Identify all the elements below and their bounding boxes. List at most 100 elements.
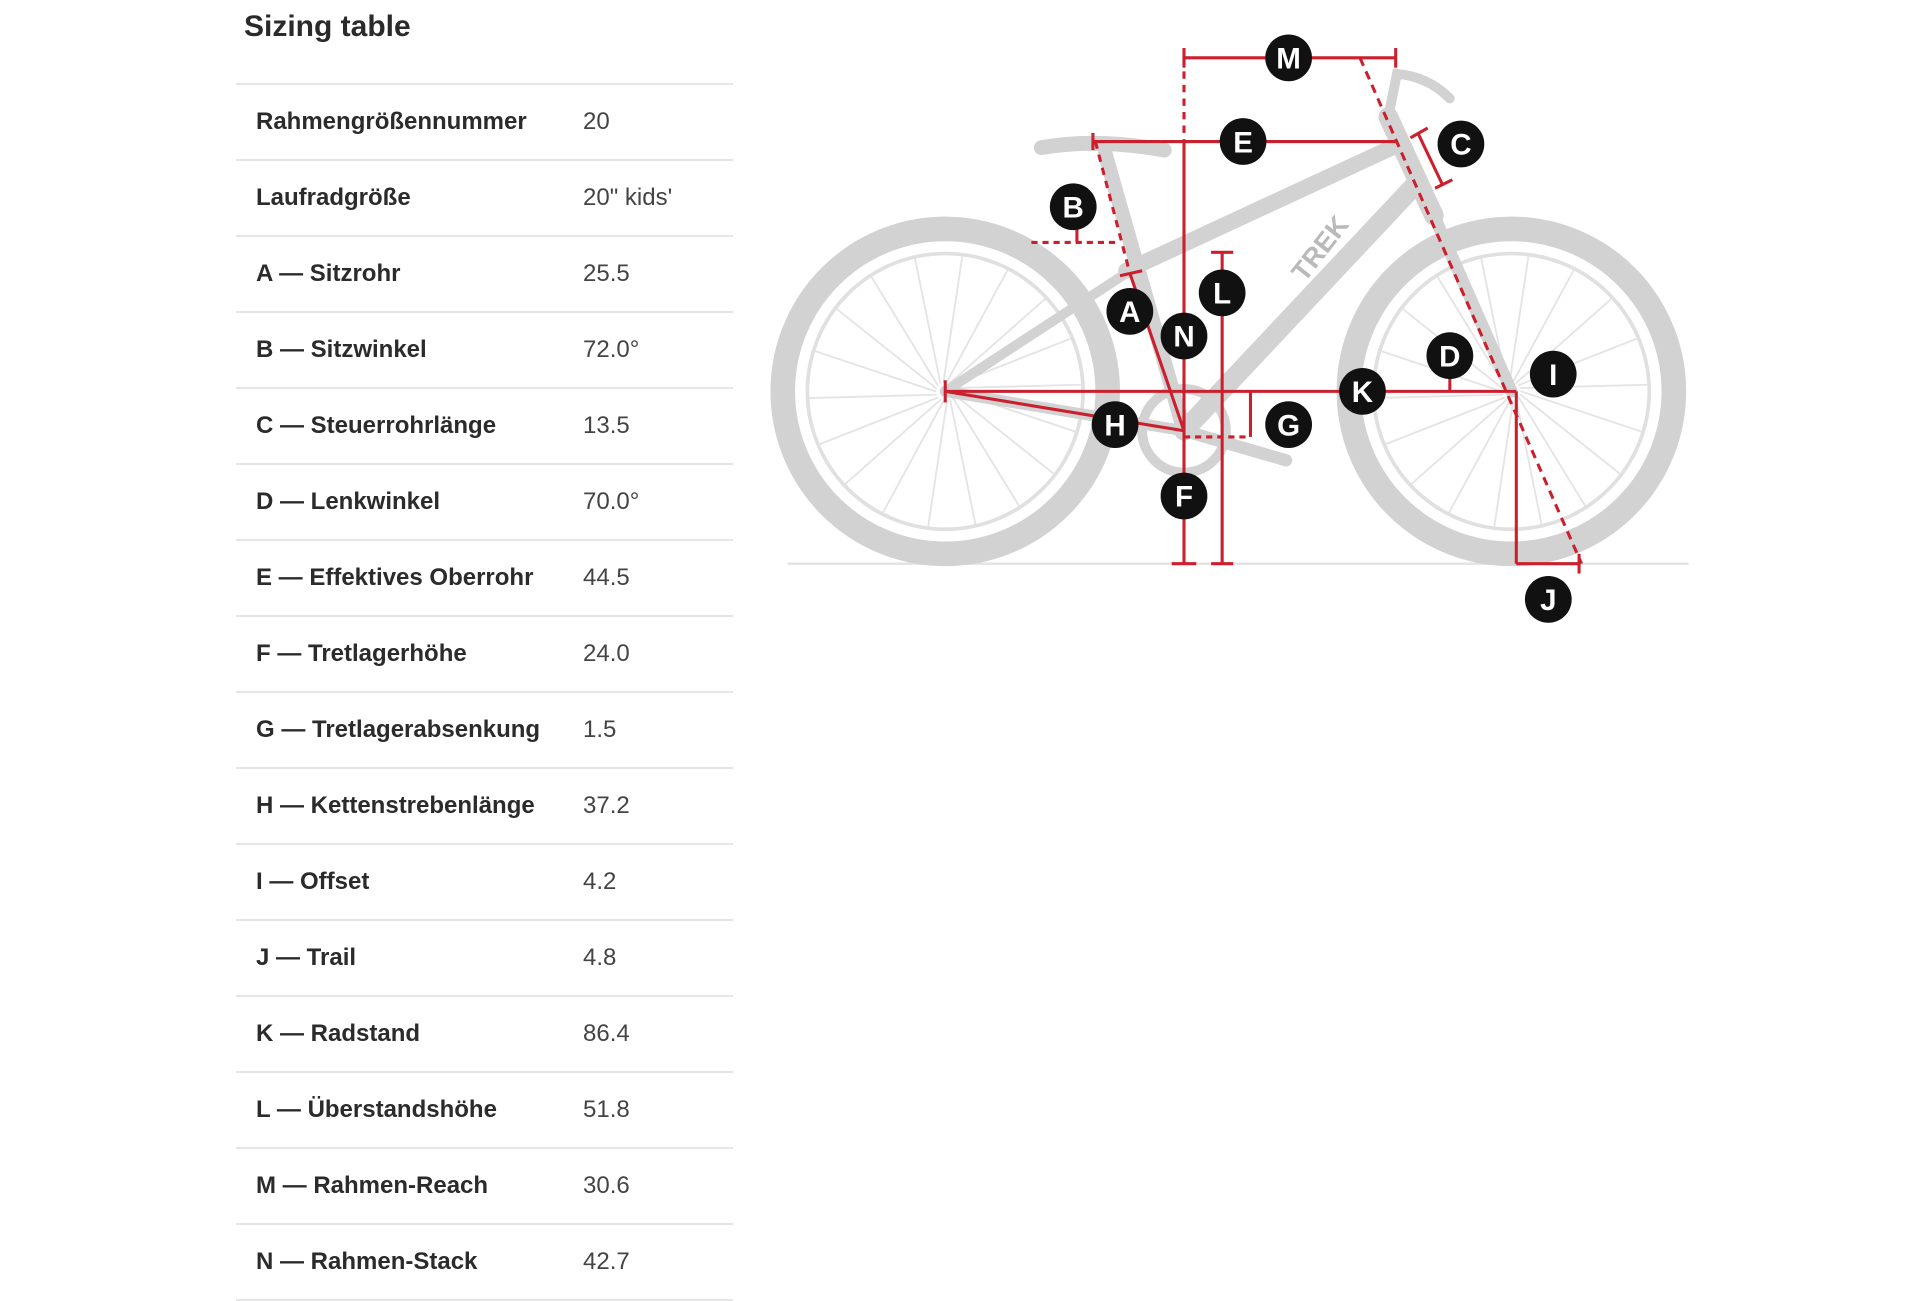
label-letter: N [1173, 321, 1194, 354]
spoke [1385, 396, 1505, 445]
row-value: 4.2 [583, 868, 617, 895]
spoke [1518, 396, 1586, 507]
spoke [927, 400, 948, 527]
row-label: C — Steuerrohrlänge [256, 412, 497, 439]
table-row: G — Tretlagerabsenkung 1.5 [236, 693, 733, 769]
label-circle [1198, 269, 1246, 317]
label-circle [1160, 312, 1208, 360]
row-label: F — Tretlagerhöhe [256, 640, 467, 667]
label-letter: H [1104, 409, 1125, 442]
row-label: H — Kettenstrebenlänge [256, 792, 535, 819]
top-tube [1118, 137, 1405, 279]
row-label: A — Sitzrohr [256, 260, 401, 287]
measure-label-i: I [1529, 350, 1577, 398]
seatstay [940, 268, 1132, 397]
spoke [914, 258, 942, 384]
row-value: 86.4 [583, 1020, 630, 1047]
row-value: 24.0 [583, 640, 630, 667]
label-circle [1339, 368, 1386, 415]
row-value: 30.6 [583, 1172, 630, 1199]
label-letter: K [1352, 376, 1374, 409]
spoke [1520, 390, 1642, 433]
row-label: I — Offset [256, 868, 370, 895]
label-circle [1160, 472, 1208, 520]
spoke [1508, 256, 1530, 383]
spoke [1375, 393, 1504, 399]
row-label: N — Rahmen-Stack [256, 1248, 478, 1275]
spoke [882, 400, 945, 513]
row-label: B — Sitzwinkel [256, 336, 427, 363]
measure-label-h: H [1091, 401, 1139, 448]
row-value: 42.7 [583, 1248, 630, 1275]
label-circle [1529, 350, 1577, 398]
measure-label-a: A [1106, 288, 1154, 335]
spoke [946, 270, 1009, 383]
row-label: J — Trail [256, 944, 357, 971]
measure-label-e: E [1219, 118, 1267, 165]
label-letter: G [1277, 409, 1300, 442]
label-circle [1426, 332, 1474, 380]
label-letter: M [1276, 43, 1301, 76]
spoke [949, 398, 977, 525]
label-circle [1524, 576, 1572, 623]
spoke [949, 298, 1046, 384]
label-circle [1106, 288, 1154, 335]
spoke [953, 383, 1082, 389]
label-circle [1265, 401, 1312, 448]
measure-label-j: J [1524, 576, 1572, 623]
measure-label-k: K [1339, 368, 1386, 415]
row-label: K — Radstand [256, 1020, 421, 1047]
label-circle [1091, 401, 1139, 448]
row-value: 44.5 [583, 564, 630, 591]
label-letter: I [1549, 359, 1557, 392]
spoke [1519, 393, 1621, 475]
row-value: 51.8 [583, 1096, 630, 1123]
table-row: Laufradgröße 20" kids' [236, 161, 733, 237]
page-title: Sizing table [244, 10, 411, 43]
measurement-lines [943, 48, 1583, 574]
table-row: C — Steuerrohrlänge 13.5 [236, 389, 733, 465]
table-row: I — Offset 4.2 [236, 845, 733, 921]
table-row: K — Radstand 86.4 [236, 997, 733, 1073]
label-letter: F [1175, 481, 1193, 514]
spoke [1437, 276, 1505, 386]
sizing-table: Rahmengrößennummer 20 Laufradgröße 20" kids… [236, 83, 733, 1301]
measure-label-b: B [1049, 183, 1097, 231]
row-label: D — Lenkwinkel [256, 488, 441, 515]
measure-label-m: M [1265, 34, 1312, 82]
spoke [1493, 400, 1515, 527]
table-row: A — Sitzrohr 25.5 [236, 237, 733, 313]
spoke [809, 393, 937, 399]
label-letter: L [1213, 278, 1231, 311]
head-tube [1378, 107, 1444, 226]
row-value: 20 [583, 108, 610, 135]
spoke [1448, 400, 1511, 513]
table-row: M — Rahmen-Reach 30.6 [236, 1149, 733, 1225]
measure-label-l: L [1198, 269, 1246, 317]
row-label: E — Effektives Oberrohr [256, 564, 534, 591]
spoke [844, 398, 942, 485]
label-letter: C [1450, 129, 1471, 162]
table-row: E — Effektives Oberrohr 44.5 [236, 541, 733, 617]
spoke [870, 276, 939, 386]
row-value: 1.5 [583, 716, 617, 743]
table-row: B — Sitzwinkel 72.0° [236, 313, 733, 389]
row-value: 20" kids' [583, 184, 673, 211]
row-value: 4.8 [583, 944, 617, 971]
handlebar [1383, 68, 1455, 122]
spoke [814, 350, 937, 393]
table-row: D — Lenkwinkel 70.0° [236, 465, 733, 541]
table-row: L — Überstandshöhe 51.8 [236, 1073, 733, 1149]
label-circle [1049, 183, 1097, 231]
fork [1427, 209, 1518, 398]
spoke [819, 396, 939, 445]
label-letter: E [1233, 126, 1253, 159]
row-label: Rahmengrößennummer [256, 108, 527, 135]
row-value: 70.0° [583, 488, 640, 515]
row-value: 37.2 [583, 792, 630, 819]
table-row: H — Kettenstrebenlänge 37.2 [236, 769, 733, 845]
measure-label-f: F [1160, 472, 1208, 520]
row-label: Laufradgröße [256, 184, 411, 211]
label-letter: A [1119, 296, 1140, 329]
